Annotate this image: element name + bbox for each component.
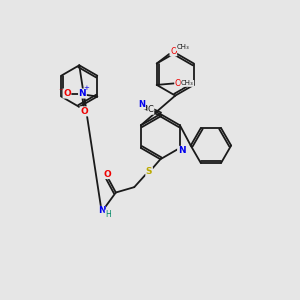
Text: CH₃: CH₃ [181, 80, 194, 86]
Text: S: S [146, 167, 152, 176]
Text: O: O [103, 169, 111, 178]
Text: CH₃: CH₃ [176, 44, 189, 50]
Text: O: O [80, 107, 88, 116]
Text: O: O [170, 47, 177, 56]
Text: N: N [79, 89, 86, 98]
Text: O: O [63, 89, 71, 98]
Text: ⁻: ⁻ [58, 88, 63, 97]
Text: N: N [139, 100, 145, 109]
Text: C: C [148, 105, 154, 114]
Text: N: N [178, 146, 185, 155]
Text: H: H [105, 210, 111, 219]
Text: N: N [98, 206, 105, 215]
Text: O: O [175, 79, 181, 88]
Text: +: + [83, 85, 89, 91]
